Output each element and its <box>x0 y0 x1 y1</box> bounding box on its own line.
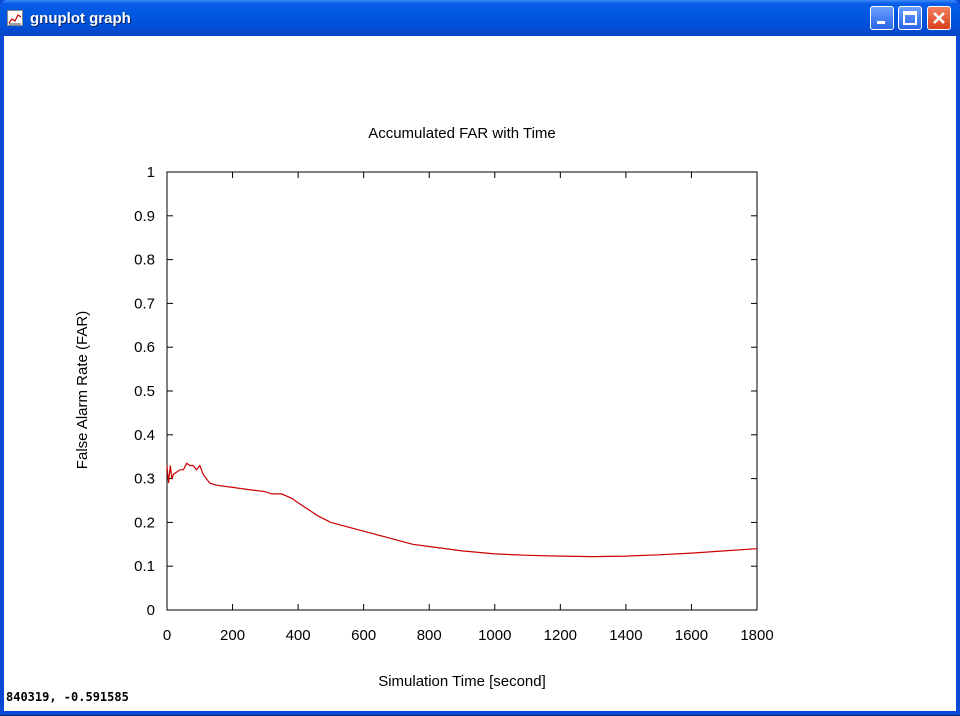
x-tick-label: 1800 <box>740 627 773 644</box>
plot-border <box>166 171 758 611</box>
x-axis-label: Simulation Time [second] <box>378 673 546 690</box>
y-tick-label: 0.6 <box>134 339 155 356</box>
maximize-icon <box>903 11 917 25</box>
x-tick-label: 1400 <box>609 627 642 644</box>
y-tick-label: 0.2 <box>134 514 155 531</box>
y-tick-label: 0.5 <box>134 383 155 400</box>
y-tick-label: 0.1 <box>134 558 155 575</box>
y-axis-label: False Alarm Rate (FAR) <box>74 311 91 469</box>
y-tick-label: 0 <box>147 602 155 619</box>
minimize-icon <box>877 21 885 24</box>
y-tick-label: 0.8 <box>134 252 155 269</box>
x-tick-label: 800 <box>417 627 442 644</box>
x-tick-label: 0 <box>163 627 171 644</box>
line-chart: Accumulated FAR with Time Simulation Tim… <box>74 125 774 690</box>
x-tick-label: 1000 <box>478 627 511 644</box>
title-bar[interactable]: gnuplot graph <box>0 0 960 36</box>
minimize-button[interactable] <box>870 6 894 30</box>
close-icon <box>933 12 945 24</box>
y-tick-label: 1 <box>147 164 155 181</box>
series-line-far <box>166 462 758 558</box>
plot-area[interactable]: Accumulated FAR with Time Simulation Tim… <box>4 36 956 711</box>
x-tick-label: 400 <box>286 627 311 644</box>
close-button[interactable] <box>927 6 951 30</box>
y-tick-label: 0.7 <box>134 295 155 312</box>
x-tick-label: 1200 <box>544 627 577 644</box>
chart-title: Accumulated FAR with Time <box>368 125 556 142</box>
maximize-button[interactable] <box>898 6 922 30</box>
y-tick-label: 0.4 <box>134 427 155 444</box>
window-title: gnuplot graph <box>30 10 131 27</box>
x-tick-label: 200 <box>220 627 245 644</box>
y-tick-label: 0.3 <box>134 471 155 488</box>
x-tick-label: 600 <box>351 627 376 644</box>
mouse-coordinates-readout: 840319, -0.591585 <box>6 690 129 704</box>
gnuplot-app-icon[interactable] <box>7 10 23 26</box>
x-tick-label: 1600 <box>675 627 708 644</box>
y-tick-label: 0.9 <box>134 208 155 225</box>
